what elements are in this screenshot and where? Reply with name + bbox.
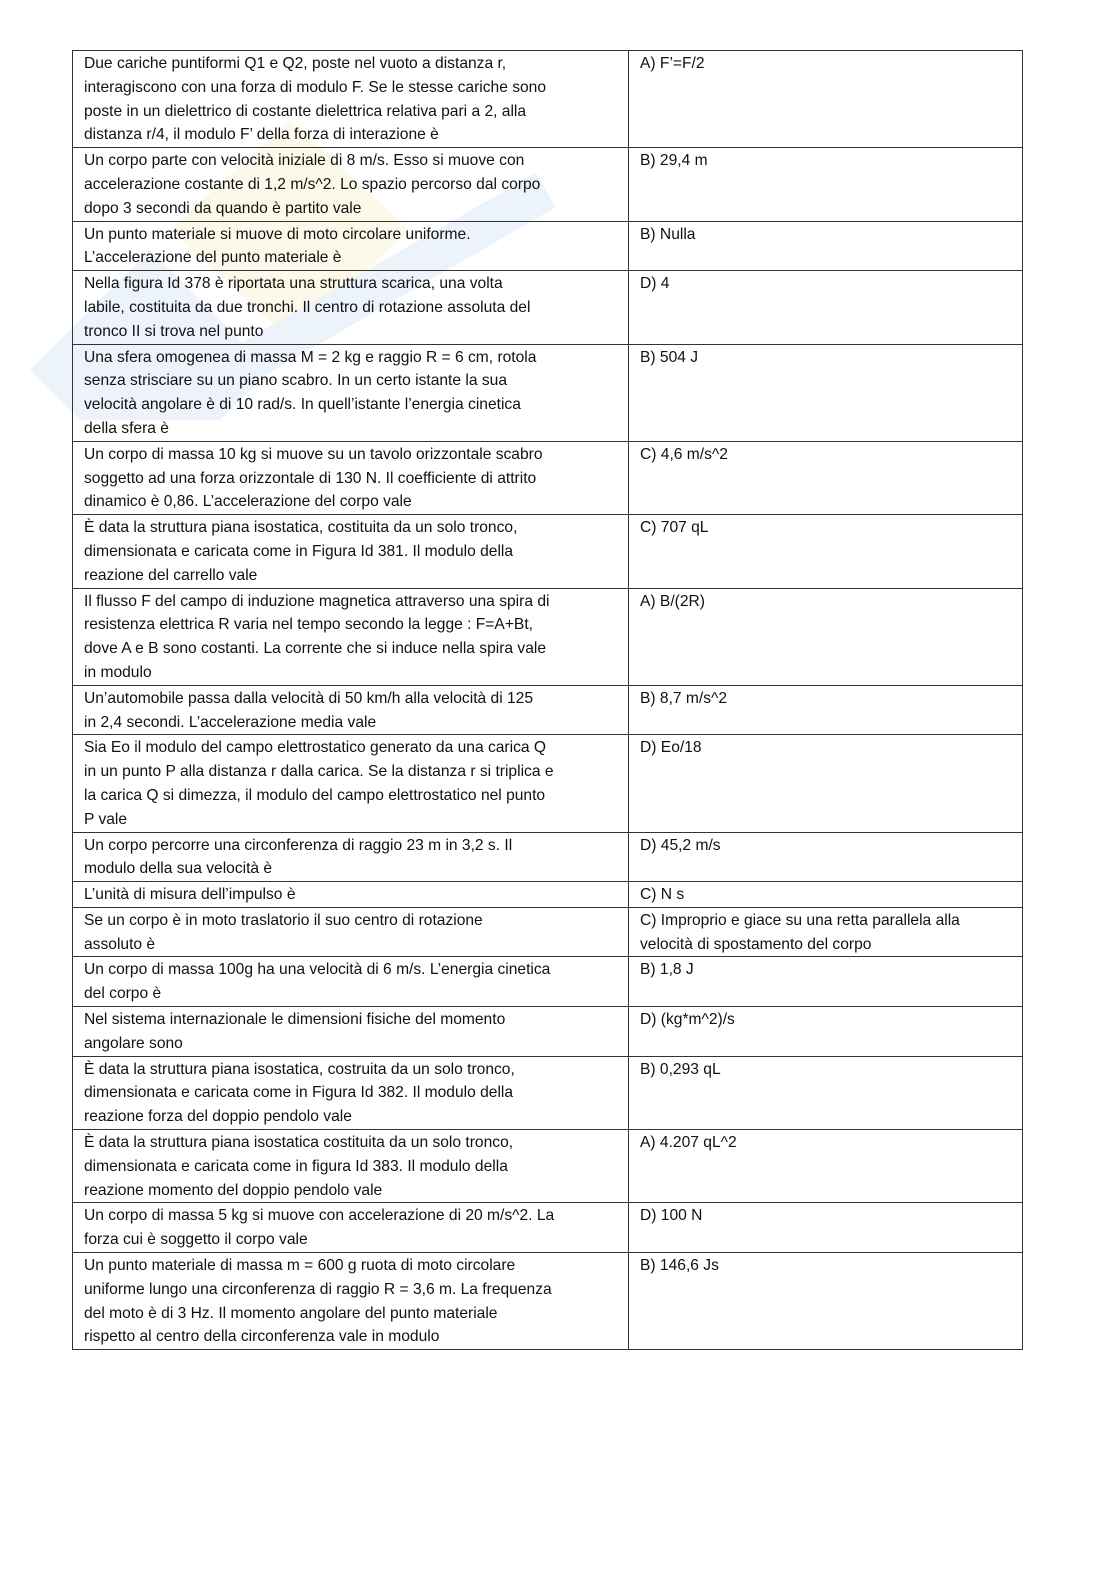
question-cell: Un punto materiale di massa m = 600 g ru…: [72, 1252, 629, 1351]
table-row: L’unità di misura dell’impulso è C) N s: [72, 881, 1023, 908]
question-cell: Un corpo percorre una circonferenza di r…: [72, 831, 629, 883]
question-cell: Un corpo di massa 100g ha una velocità d…: [72, 956, 629, 1008]
question-cell: Una sfera omogenea di massa M = 2 kg e r…: [72, 343, 629, 442]
table-row: Un punto materiale di massa m = 600 g ru…: [72, 1252, 1023, 1351]
question-cell: Nella figura Id 378 è riportata una stru…: [72, 270, 629, 345]
question-cell: Sia Eo il modulo del campo elettrostatic…: [72, 734, 629, 833]
table-row: Una sfera omogenea di massa M = 2 kg e r…: [72, 343, 1023, 442]
answer-cell: D) 45,2 m/s: [628, 831, 1023, 883]
answer-cell: B) 8,7 m/s^2: [628, 684, 1023, 736]
answer-cell: A) F’=F/2: [628, 49, 1023, 149]
answer-cell: B) 29,4 m: [628, 147, 1023, 222]
answer-cell: A) B/(2R): [628, 587, 1023, 686]
question-cell: Due cariche puntiformi Q1 e Q2, poste ne…: [72, 49, 629, 149]
answer-cell: D) Eo/18: [628, 734, 1023, 833]
table-row: È data la struttura piana isostatica, co…: [72, 1055, 1023, 1131]
question-cell: Un punto materiale si muove di moto circ…: [72, 220, 629, 272]
table-row: Un punto materiale si muove di moto circ…: [72, 220, 1023, 272]
question-cell: È data la struttura piana isostatica, co…: [72, 1055, 629, 1131]
answer-cell: B) 146,6 Js: [628, 1252, 1023, 1351]
answer-cell: D) 4: [628, 270, 1023, 345]
answer-cell: C) 4,6 m/s^2: [628, 440, 1023, 516]
question-cell: Un corpo di massa 5 kg si muove con acce…: [72, 1202, 629, 1254]
question-cell: Un’automobile passa dalla velocità di 50…: [72, 684, 629, 736]
qa-table: Due cariche puntiformi Q1 e Q2, poste ne…: [72, 49, 1023, 1351]
table-row: Un corpo di massa 10 kg si muove su un t…: [72, 440, 1023, 516]
question-cell: È data la struttura piana isostatica, co…: [72, 514, 629, 589]
table-row: Un corpo parte con velocità iniziale di …: [72, 147, 1023, 222]
table-row: Due cariche puntiformi Q1 e Q2, poste ne…: [72, 49, 1023, 149]
answer-cell: B) 0,293 qL: [628, 1055, 1023, 1131]
table-row: Se un corpo è in moto traslatorio il suo…: [72, 906, 1023, 958]
answer-cell: B) Nulla: [628, 220, 1023, 272]
answer-cell: C) 707 qL: [628, 514, 1023, 589]
question-cell: L’unità di misura dell’impulso è: [72, 881, 629, 908]
table-row: È data la struttura piana isostatica cos…: [72, 1129, 1023, 1204]
answer-cell: B) 1,8 J: [628, 956, 1023, 1008]
question-cell: Nel sistema internazionale le dimensioni…: [72, 1006, 629, 1057]
table-row: Un corpo di massa 100g ha una velocità d…: [72, 956, 1023, 1008]
answer-cell: B) 504 J: [628, 343, 1023, 442]
table-row: Nella figura Id 378 è riportata una stru…: [72, 270, 1023, 345]
question-cell: Un corpo parte con velocità iniziale di …: [72, 147, 629, 222]
table-row: Un corpo di massa 5 kg si muove con acce…: [72, 1202, 1023, 1254]
answer-cell: D) 100 N: [628, 1202, 1023, 1254]
answer-cell: C) N s: [628, 881, 1023, 908]
table-row: Il flusso F del campo di induzione magne…: [72, 587, 1023, 686]
question-cell: È data la struttura piana isostatica cos…: [72, 1129, 629, 1204]
answer-cell: D) (kg*m^2)/s: [628, 1006, 1023, 1057]
table-row: Nel sistema internazionale le dimensioni…: [72, 1006, 1023, 1057]
answer-cell: A) 4.207 qL^2: [628, 1129, 1023, 1204]
question-cell: Il flusso F del campo di induzione magne…: [72, 587, 629, 686]
answer-cell: C) Improprio e giace su una retta parall…: [628, 906, 1023, 958]
table-row: È data la struttura piana isostatica, co…: [72, 514, 1023, 589]
table-row: Un’automobile passa dalla velocità di 50…: [72, 684, 1023, 736]
question-cell: Un corpo di massa 10 kg si muove su un t…: [72, 440, 629, 516]
question-cell: Se un corpo è in moto traslatorio il suo…: [72, 906, 629, 958]
table-row: Sia Eo il modulo del campo elettrostatic…: [72, 734, 1023, 833]
table-row: Un corpo percorre una circonferenza di r…: [72, 831, 1023, 883]
